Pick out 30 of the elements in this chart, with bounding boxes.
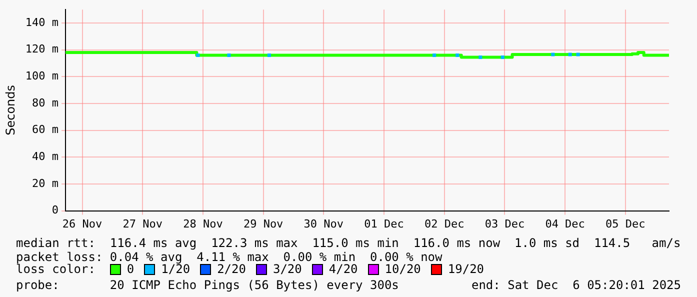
text: median rtt: 116.4 ms avg 122.3 ms max 115.0 ms min 116.0 ms now 1.0 ms sd 114.5 am/s: [16, 236, 681, 250]
legend-label: 19/20: [448, 262, 484, 276]
legend-label: 4/20: [328, 262, 358, 276]
x-tick-label: 01 Dec: [364, 217, 404, 230]
legend-label: 3/20: [272, 262, 302, 276]
y-tick-label: 140 m: [25, 16, 59, 29]
x-tick-label: 26 Nov: [62, 217, 103, 230]
text: packet loss: 0.04 % avg 4.11 % max 0.00 % min 0.00 % now: [16, 250, 442, 264]
y-tick-label: 80 m: [32, 96, 59, 110]
legend-title: loss color:: [16, 262, 96, 276]
y-tick-label: 100 m: [25, 70, 59, 83]
x-tick-label: 28 Nov: [183, 217, 224, 230]
x-tick-label: 04 Dec: [545, 217, 585, 230]
text: end: Sat Dec 6 05:20:01 2025: [471, 278, 681, 292]
y-tick-label: 20 m: [32, 176, 59, 190]
y-tick-label: 120 m: [25, 42, 59, 56]
x-tick-label: 02 Dec: [424, 217, 464, 230]
x-tick-label: 05 Dec: [606, 217, 646, 230]
y-tick-label: 0: [52, 204, 59, 217]
legend-label: 10/20: [384, 262, 421, 276]
legend-label: 0: [126, 262, 134, 276]
y-axis-title: Seconds: [3, 84, 18, 136]
legend-label: 2/20: [217, 262, 246, 276]
x-tick-label: 03 Dec: [484, 217, 525, 230]
y-tick-label: 60 m: [32, 123, 59, 136]
x-tick-label: 30 Nov: [304, 217, 344, 230]
y-tick-label: 40 m: [32, 150, 59, 164]
x-tick-label: 29 Nov: [243, 217, 284, 230]
text: probe: 20 ICMP Echo Pings (56 Bytes) every 300s: [16, 278, 399, 292]
x-tick-label: 27 Nov: [122, 217, 163, 230]
